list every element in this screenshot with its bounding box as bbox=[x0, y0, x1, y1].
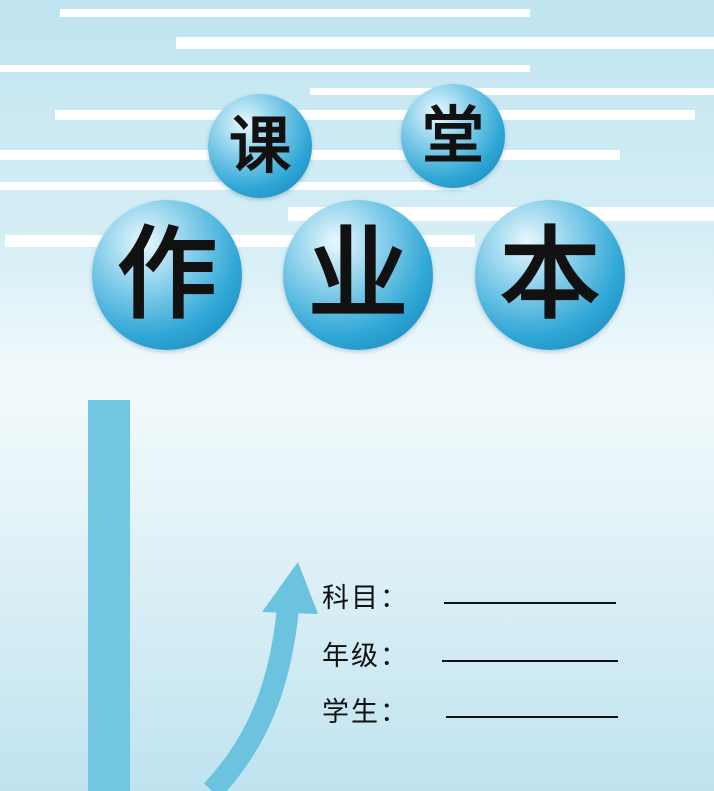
decor-stripe bbox=[0, 65, 530, 72]
form-row-student: 学生： bbox=[322, 684, 622, 728]
form-row-grade: 年级： bbox=[322, 628, 622, 672]
grade-field[interactable] bbox=[442, 660, 618, 662]
vertical-accent-bar bbox=[88, 400, 130, 791]
decor-stripe bbox=[310, 88, 714, 95]
decor-stripe bbox=[176, 37, 714, 49]
decor-stripe bbox=[60, 9, 530, 17]
title-char-ke: 课 bbox=[208, 94, 312, 198]
subject-field[interactable] bbox=[444, 602, 616, 604]
subject-label: 科目： bbox=[322, 583, 409, 614]
student-field[interactable] bbox=[446, 716, 618, 718]
title-char-tang: 堂 bbox=[401, 84, 505, 188]
grade-label: 年级： bbox=[322, 641, 409, 672]
decor-stripe bbox=[55, 110, 695, 120]
title-char-ye: 业 bbox=[283, 200, 433, 350]
form-row-subject: 科目： bbox=[322, 570, 622, 614]
student-label: 学生： bbox=[322, 697, 409, 728]
title-char-ben: 本 bbox=[475, 200, 625, 350]
title-char-zuo: 作 bbox=[92, 200, 242, 350]
